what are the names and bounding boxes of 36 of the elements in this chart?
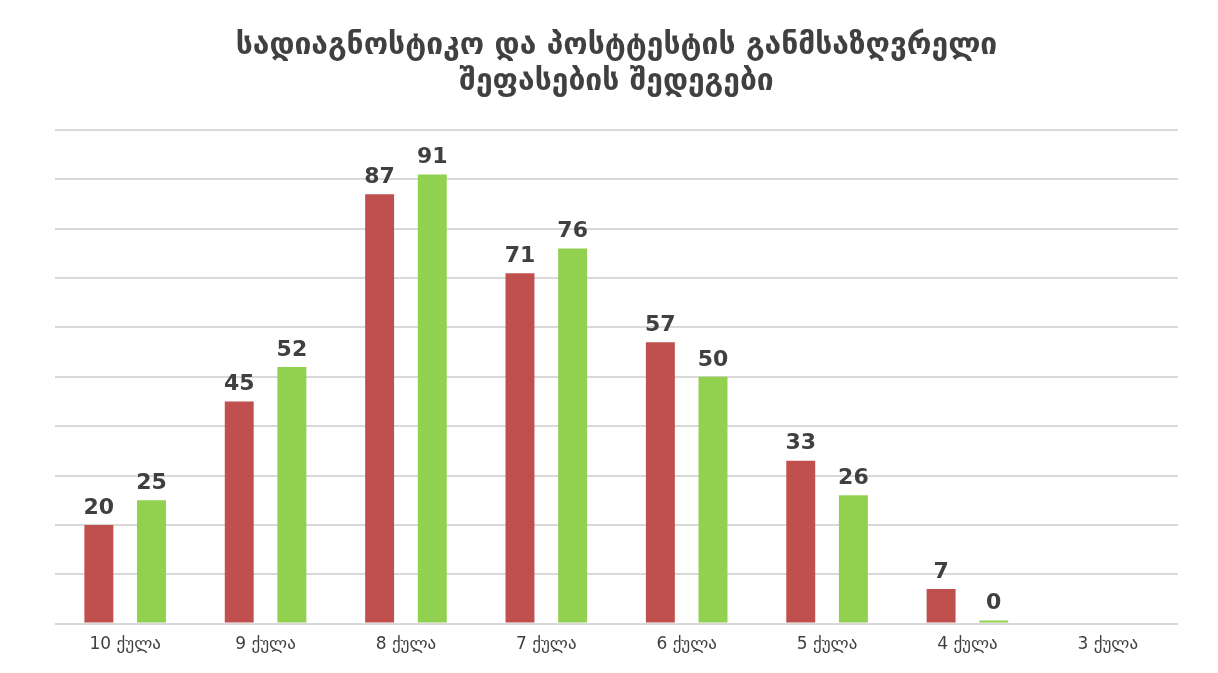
x-tick-label: 7 ქულა: [516, 633, 577, 654]
data-label: 20: [83, 493, 115, 519]
data-label: 87: [364, 162, 395, 188]
data-label: 25: [136, 468, 167, 494]
bar: [838, 495, 868, 623]
bar: [277, 366, 307, 623]
data-label: 91: [416, 143, 448, 169]
bar: [698, 376, 728, 623]
bar: [505, 273, 535, 623]
data-label: 71: [504, 241, 536, 267]
data-label: 0: [986, 589, 1002, 615]
bar: [417, 174, 447, 623]
bar: [365, 194, 395, 623]
data-label: 26: [838, 463, 869, 489]
x-tick-label: 10 ქულა: [89, 633, 161, 654]
data-label: 33: [785, 429, 817, 455]
data-label: 50: [697, 345, 729, 371]
bar: [137, 500, 166, 623]
x-tick-label: 6 ქულა: [656, 633, 717, 654]
data-label: 45: [223, 370, 255, 396]
x-tick-label: 5 ქულა: [796, 633, 858, 654]
bar: [224, 401, 254, 623]
data-label: 76: [557, 217, 588, 243]
data-label: 52: [276, 335, 308, 361]
bar: [926, 589, 956, 623]
bar: [645, 342, 675, 623]
bar: [786, 460, 816, 623]
x-tick-label: 8 ქულა: [375, 633, 437, 654]
bar: [84, 524, 114, 623]
data-label: 57: [645, 310, 676, 336]
chart-title: სადიაგნოსტიკო და პოსტტესტის განმსაზღვრელი შეფასების შედეგები: [235, 25, 998, 97]
x-tick-label: 4 ქულა: [937, 633, 998, 654]
x-tick-label: 3 ქულა: [1077, 633, 1139, 654]
bar: [558, 248, 588, 623]
data-label: 7: [933, 557, 949, 583]
x-tick-label: 9 ქულა: [235, 633, 296, 654]
